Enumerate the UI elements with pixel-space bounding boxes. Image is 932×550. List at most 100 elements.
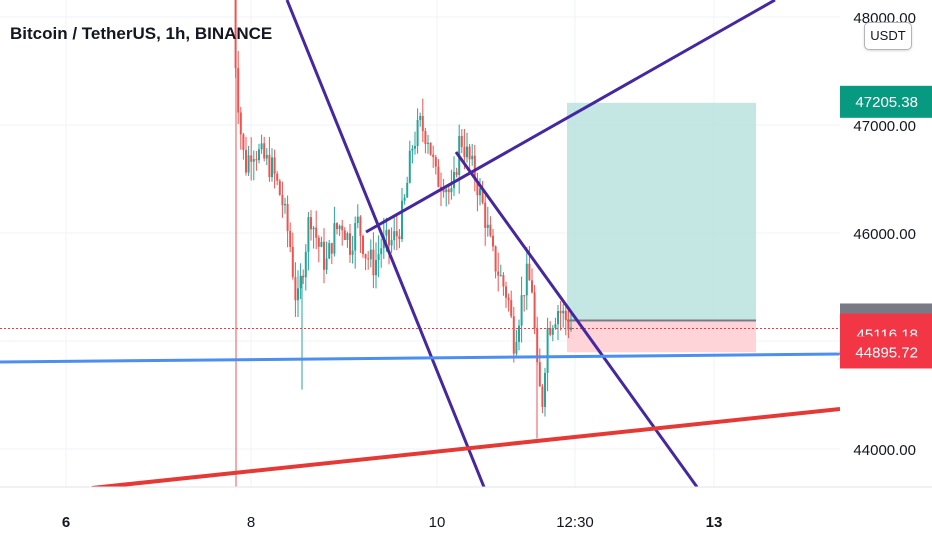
candle-body (278, 180, 281, 195)
uptrend-line (365, 0, 776, 234)
candle-body (434, 157, 437, 167)
candle-body (320, 241, 323, 247)
chart-title: Bitcoin / TetherUS, 1h, BINANCE (10, 24, 273, 43)
candle-body (364, 254, 367, 259)
candle-body (414, 146, 416, 149)
candle-body (471, 155, 474, 160)
candle-body (271, 157, 273, 178)
candle-body (281, 194, 284, 206)
candle-body (328, 243, 331, 259)
candle-body (533, 292, 536, 329)
price-axis[interactable]: 48000.0047000.0046000.0044000.0047205.38… (836, 0, 932, 487)
candle-body (390, 240, 393, 246)
candle-body (419, 115, 422, 121)
stop-price-label-bg (840, 336, 932, 369)
candle-body (411, 148, 414, 151)
support-line (0, 352, 841, 364)
candlestick-series (234, 0, 572, 439)
candle-body (375, 260, 377, 276)
candle-body (377, 254, 380, 261)
candle-body (442, 189, 445, 193)
candle-body (520, 295, 523, 326)
candle-body (432, 154, 435, 158)
candle-body (570, 327, 572, 330)
candle-body (263, 143, 266, 159)
candle-body (518, 325, 520, 342)
candle-body (523, 295, 526, 297)
candle-body (424, 131, 427, 144)
candle-body (427, 142, 429, 144)
time-tick-label: 13 (706, 514, 723, 531)
stop-price-label: 44895.72 (855, 344, 918, 361)
candle-body (455, 171, 458, 175)
candle-body (489, 224, 492, 236)
drawing-lines[interactable] (0, 0, 841, 490)
candle-body (250, 155, 253, 162)
candle-body (307, 217, 310, 252)
candle-body (237, 68, 240, 113)
candle-body (393, 231, 396, 241)
candle-body (297, 288, 299, 301)
candle-body (276, 173, 279, 181)
candle-body (421, 115, 424, 132)
candle-body (481, 188, 484, 203)
candle-body (559, 311, 562, 314)
candle-body (468, 146, 471, 160)
candle-body (315, 227, 318, 238)
long-position-tool[interactable] (0, 102, 840, 353)
candle-body (551, 327, 554, 335)
candle-body (486, 224, 489, 228)
candle-body (323, 241, 325, 270)
target-price-label: 47205.38 (855, 94, 918, 111)
candle-body (380, 248, 383, 255)
candle-body (515, 341, 518, 354)
candle-body (330, 243, 333, 254)
downtrend-line (454, 151, 699, 488)
candle-body (258, 149, 260, 161)
candle-body (317, 237, 320, 247)
candle-body (388, 230, 390, 246)
loss-zone (567, 320, 756, 353)
candle-body (538, 362, 541, 387)
candle-body (479, 188, 481, 196)
candle-body (338, 225, 341, 230)
candle-body (447, 189, 450, 193)
candle-body (437, 166, 440, 187)
candle-body (450, 188, 453, 193)
candle-body (304, 251, 307, 278)
candle-body (239, 112, 242, 135)
candle-body (245, 149, 247, 173)
candle-body (445, 189, 448, 193)
candle-body (341, 225, 344, 231)
candle-body (265, 154, 268, 159)
candle-body (294, 277, 297, 301)
candle-body (336, 223, 338, 230)
candle-body (541, 386, 544, 407)
candle-body (346, 233, 349, 240)
candle-body (463, 146, 466, 158)
candle-body (562, 310, 565, 314)
time-axis[interactable]: 6 8 10 12:30 13 (0, 486, 932, 550)
time-tick-label: 8 (247, 514, 255, 531)
candle-body (325, 258, 328, 270)
candle-body (484, 202, 487, 228)
candle-body (460, 135, 463, 147)
candle-body (406, 182, 409, 198)
price-tick-label: 44000.00 (853, 442, 916, 459)
candle-body (362, 235, 364, 255)
candle-body (252, 159, 255, 162)
currency-button[interactable]: USDT (864, 22, 912, 50)
candle-body (369, 249, 372, 260)
candle-body (525, 263, 528, 296)
candle-body (557, 311, 559, 325)
candle-body (492, 235, 494, 247)
candle-body (502, 275, 505, 287)
candle-body (268, 154, 271, 178)
candle-body (291, 247, 294, 278)
downtrend-line-steep (285, 0, 486, 488)
target-price-label-bg (840, 85, 932, 118)
candle-body (512, 316, 515, 354)
candle-body (299, 275, 302, 289)
candle-body (544, 372, 546, 407)
